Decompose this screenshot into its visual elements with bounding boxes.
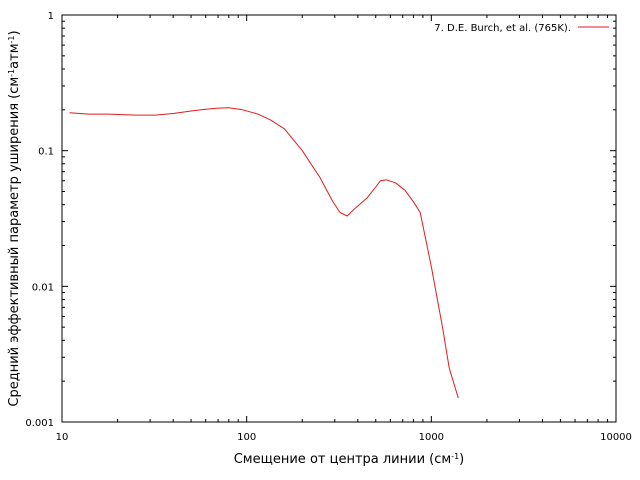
- series-layer: [69, 107, 459, 399]
- y-axis-title: Средний эффективный параметр уширения (с…: [7, 30, 23, 406]
- plot-frame: [61, 14, 617, 423]
- axis-tick-labels: 10 100 1000 10000 0.001 0.01 0.1 1: [25, 11, 632, 443]
- axis-ticks: [61, 14, 617, 423]
- x-tick-label: 10: [56, 432, 69, 443]
- y-tick-label: 0.1: [38, 147, 54, 158]
- y-tick-label: 0.001: [25, 418, 54, 429]
- y-tick-label: 1: [48, 11, 54, 22]
- x-tick-label: 1000: [419, 432, 444, 443]
- x-tick-label: 10000: [600, 432, 632, 443]
- series-line-0: [69, 107, 459, 399]
- legend-label: 7. D.E. Burch, et al. (765K).: [434, 23, 571, 34]
- x-tick-label: 100: [237, 432, 256, 443]
- x-axis-title: Смещение от центра линии (см-1): [234, 452, 465, 468]
- legend: 7. D.E. Burch, et al. (765K).: [434, 23, 609, 34]
- y-tick-label: 0.01: [32, 282, 54, 293]
